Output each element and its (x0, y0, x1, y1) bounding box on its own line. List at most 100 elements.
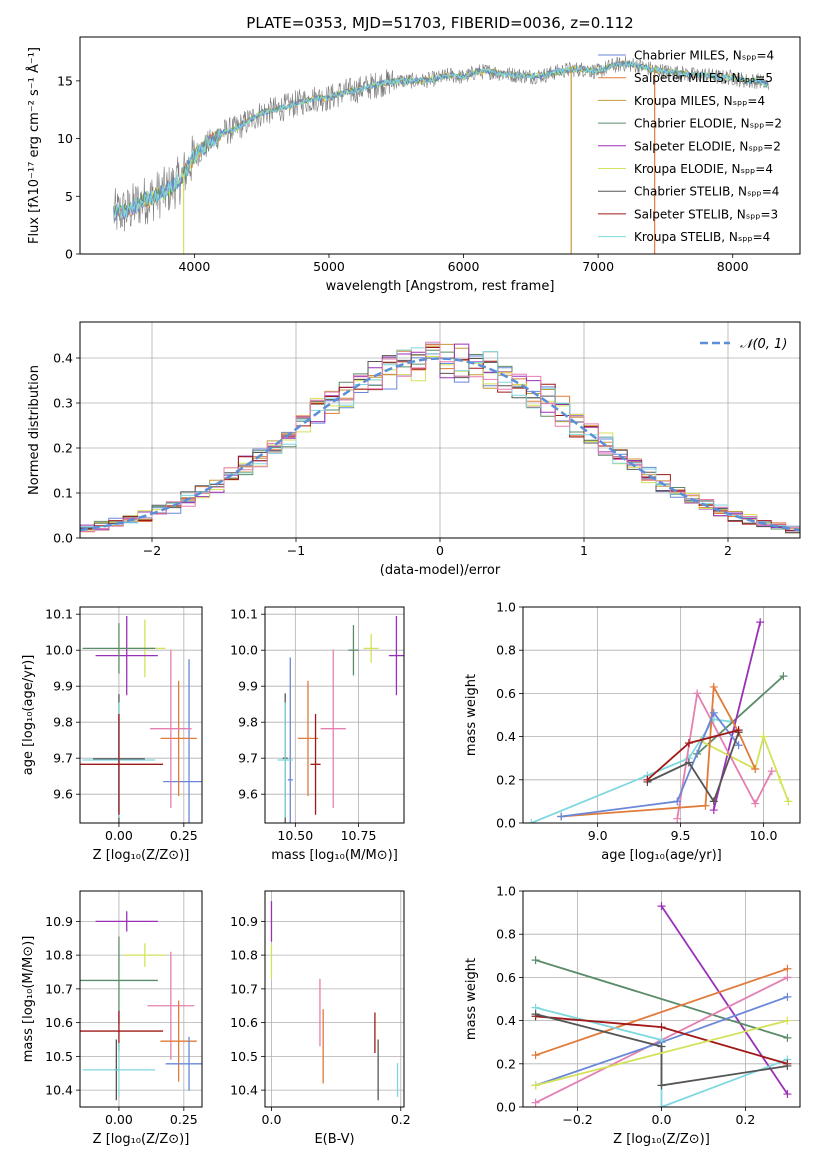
data-point-salpeter_elodie (95, 911, 158, 932)
series-line (676, 690, 773, 819)
y-tick-label: 1.0 (496, 884, 516, 899)
x-axis-label: (data-model)/error (380, 563, 501, 578)
data-point-salpeter_miles (160, 680, 197, 796)
y-tick-label: 9.8 (53, 715, 73, 730)
y-tick-label: 10.1 (230, 607, 258, 622)
series-chabrier_elodie (531, 956, 792, 1042)
data-point-kroupa_elodie (124, 943, 166, 967)
y-tick-label: 10.0 (45, 643, 73, 658)
series-marker (779, 672, 788, 681)
grid-lines (523, 606, 800, 824)
y-tick-label: 10.4 (230, 1083, 258, 1098)
plot-area (80, 341, 800, 534)
series-line (535, 1019, 788, 1087)
y-tick-label: 0.0 (496, 1100, 516, 1115)
series-marker (531, 1010, 540, 1019)
series-marker (657, 1081, 666, 1090)
x-tick-label: 0.0 (652, 1112, 672, 1127)
y-axis-label: Flux [fλ10⁻¹⁷ erg cm⁻² s⁻¹ Å⁻¹] (26, 47, 42, 244)
y-tick-label: 9.7 (238, 751, 258, 766)
y-tick-label: 0.2 (53, 441, 73, 456)
series-marker (643, 775, 652, 784)
plot-area (527, 618, 793, 823)
data-point-chabrier_elodie (82, 623, 156, 674)
series-pink (673, 689, 776, 823)
data-point-kroupa_stelib (277, 702, 293, 818)
series-chabrier_miles (557, 708, 743, 821)
y-tick-label: 10.0 (230, 643, 258, 658)
y-tick-label: 10.6 (45, 1015, 73, 1030)
axes-frame (79, 36, 801, 255)
series-marker (531, 956, 540, 965)
y-tick-label: 9.8 (238, 715, 258, 730)
grid-lines (80, 607, 202, 823)
legend-label: Kroupa STELIB, Nₛₚₚ=4 (634, 230, 770, 244)
series-marker (783, 992, 792, 1001)
plot-area (113, 55, 770, 254)
series-marker (709, 708, 718, 717)
series-marker (693, 689, 702, 698)
y-tick-label: 0.1 (53, 486, 73, 501)
x-tick-label: 0.2 (391, 1112, 411, 1127)
y-tick-label: 0.2 (496, 1056, 516, 1071)
data-point-salpeter_miles (160, 1000, 197, 1082)
series-salpeter_elodie (709, 618, 765, 815)
legend-label: Chabrier MILES, Nₛₚₚ=4 (634, 49, 774, 63)
data-point-salpeter_elodie (388, 616, 404, 696)
series-marker (734, 726, 743, 735)
x-tick-label: 0.00 (105, 1112, 133, 1127)
series-marker (531, 1098, 540, 1107)
y-tick-label: 0.0 (53, 531, 73, 546)
series-marker (783, 1090, 792, 1099)
plot-area (531, 902, 792, 1107)
x-axis-label: mass [log₁₀(M/M⊙)] (271, 848, 398, 863)
x-tick-label: 0 (436, 543, 444, 558)
y-tick-label: 10.5 (45, 1049, 73, 1064)
series-salpeter_miles (531, 964, 792, 1060)
x-axis-label: Z [log₁₀(Z/Z⊙)] (93, 848, 190, 863)
data-point-salpeter_elodie (95, 616, 158, 696)
x-tick-label: 8000 (717, 259, 749, 274)
y-tick-label: 10.8 (45, 948, 73, 963)
x-axis-label: E(B-V) (314, 1132, 354, 1147)
y-tick-label: 10.5 (230, 1049, 258, 1064)
x-tick-label: 0.25 (170, 1112, 198, 1127)
series-chabrier_stelib (643, 728, 743, 806)
y-tick-label: 10.4 (45, 1083, 73, 1098)
x-axis-label: wavelength [Angstrom, rest frame] (326, 279, 555, 294)
y-tick-label: 0.0 (496, 816, 516, 831)
y-tick-label: 0.3 (53, 396, 73, 411)
x-tick-label: 10.75 (341, 828, 377, 843)
x-tick-label: 2 (724, 543, 732, 558)
y-tick-label: 9.6 (53, 787, 73, 802)
panel-6: 0.0 0.2 10.4 10.5 10.6 10.7 10.8 10.9 E(B-V) (230, 890, 411, 1147)
series-kroupa_stelib (527, 715, 735, 823)
data-point-pink (150, 649, 192, 808)
series-marker (734, 741, 743, 750)
series-marker (756, 618, 765, 627)
y-tick-label: 10.7 (45, 981, 73, 996)
panel-1: −2 −1 0 1 2 0.0 0.1 0.2 0.3 0.4 (data-model)/error… (27, 321, 801, 578)
y-axis-label: age [log₁₀(age/yr)] (21, 655, 36, 776)
y-tick-label: 15 (57, 73, 73, 88)
series-line (647, 731, 740, 804)
grid-lines (265, 607, 404, 823)
panel-5: 0.00 0.25 10.4 10.5 10.6 10.7 10.8 10.9 Z [log₁₀… (21, 890, 203, 1147)
series-line (660, 905, 789, 1095)
series-marker (767, 767, 776, 776)
series-marker (709, 806, 718, 815)
y-tick-label: 9.9 (238, 679, 258, 694)
y-tick-label: 1.0 (496, 600, 516, 615)
series-marker (783, 973, 792, 982)
axes-frame (79, 890, 203, 1108)
series-marker (531, 1081, 540, 1090)
series-marker (783, 964, 792, 973)
y-tick-label: 0.4 (496, 729, 516, 744)
normal-curve (80, 357, 800, 532)
x-tick-label: 5000 (313, 259, 345, 274)
legend-label: Kroupa MILES, Nₛₚₚ=4 (634, 94, 765, 108)
x-tick-label: 9.5 (671, 828, 691, 843)
model-spectrum-kroupa_stelib (113, 60, 769, 220)
legend-label: Chabrier STELIB, Nₛₚₚ=4 (634, 185, 779, 199)
y-tick-label: 0.4 (53, 351, 73, 366)
